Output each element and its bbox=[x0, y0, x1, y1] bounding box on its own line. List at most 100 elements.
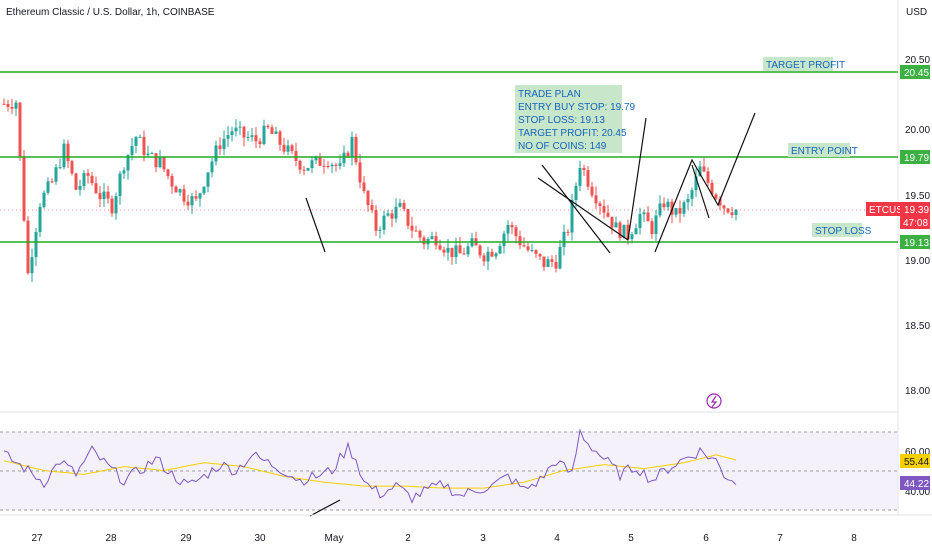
candle-body bbox=[642, 212, 646, 215]
candle-body bbox=[366, 190, 370, 206]
stop-price-tag-text: 19.13 bbox=[904, 238, 929, 249]
candle-body bbox=[542, 256, 546, 268]
entry-price-tag-text: 19.79 bbox=[904, 153, 929, 164]
symbol-tag bbox=[866, 202, 900, 216]
candle-body bbox=[466, 246, 470, 255]
candle-body bbox=[490, 251, 494, 257]
candle-body bbox=[358, 162, 362, 183]
rsi-ma-tag-text: 55.44 bbox=[904, 457, 929, 468]
price-tick: 20.00 bbox=[905, 125, 930, 136]
candle-body bbox=[2, 103, 6, 105]
candle-body bbox=[658, 203, 662, 216]
candle-body bbox=[686, 198, 690, 203]
candle-body bbox=[350, 136, 354, 157]
candle-body bbox=[638, 214, 642, 229]
candle-body bbox=[182, 189, 186, 202]
candle-body bbox=[106, 191, 110, 199]
trend-line[interactable] bbox=[691, 164, 710, 219]
target-profit-label: TARGET PROFIT bbox=[766, 60, 845, 71]
candle-body bbox=[42, 192, 46, 207]
candle-body bbox=[734, 209, 738, 215]
candle-body bbox=[530, 250, 534, 252]
candle-body bbox=[462, 253, 466, 255]
candle-body bbox=[94, 183, 98, 194]
candle-body bbox=[150, 153, 154, 155]
trend-line[interactable] bbox=[305, 197, 326, 253]
candle-body bbox=[450, 247, 454, 258]
channel-line-upper[interactable] bbox=[541, 164, 611, 254]
candle-body bbox=[290, 145, 294, 152]
candle-body bbox=[386, 213, 390, 216]
candle-body bbox=[698, 166, 702, 177]
candle-body bbox=[626, 224, 630, 240]
candle-body bbox=[118, 173, 122, 197]
candle-body bbox=[438, 245, 442, 250]
drawing-lines[interactable] bbox=[305, 112, 756, 254]
candle-body bbox=[354, 136, 358, 163]
time-axis: 27 28 29 30 May 2 3 4 5 6 7 8 bbox=[31, 533, 857, 544]
projection-line[interactable] bbox=[627, 117, 647, 241]
stop-loss-label-bg bbox=[812, 223, 862, 237]
candle-body bbox=[122, 170, 126, 174]
trade-plan-line: ENTRY BUY STOP: 19.79 bbox=[518, 102, 636, 113]
candle-body bbox=[730, 212, 734, 215]
candle-body bbox=[30, 257, 34, 274]
candle-body bbox=[598, 203, 602, 207]
candle-body bbox=[362, 182, 366, 191]
candle-body bbox=[50, 181, 54, 183]
candle-body bbox=[186, 201, 190, 206]
candle-body bbox=[154, 153, 158, 168]
candle-body bbox=[590, 186, 594, 196]
candle-body bbox=[662, 203, 666, 208]
last-price-text: 19.39 bbox=[904, 205, 929, 216]
candle-body bbox=[614, 222, 618, 228]
entry-price-tag bbox=[900, 150, 930, 164]
candle-body bbox=[514, 227, 518, 237]
candle-body bbox=[334, 164, 338, 166]
candle-body bbox=[678, 208, 682, 214]
price-tick: 18.00 bbox=[905, 386, 930, 397]
candle-body bbox=[166, 169, 170, 177]
trade-plan-line: TRADE PLAN bbox=[518, 89, 581, 100]
last-price-tag bbox=[900, 202, 930, 229]
candle-body bbox=[262, 125, 266, 145]
zigzag-line[interactable] bbox=[654, 112, 756, 253]
candle-body bbox=[58, 167, 62, 169]
candle-body bbox=[622, 224, 626, 239]
candle-body bbox=[98, 193, 102, 200]
price-tick: 19.00 bbox=[905, 256, 930, 267]
trade-plan-line: NO OF COINS: 149 bbox=[518, 141, 607, 152]
candle-body bbox=[286, 145, 290, 152]
candle-body bbox=[322, 165, 326, 167]
rsi-band bbox=[0, 432, 898, 510]
candle-body bbox=[134, 137, 138, 146]
candle-body bbox=[330, 164, 334, 167]
time-tick: 5 bbox=[628, 533, 634, 544]
lightning-icon[interactable] bbox=[706, 393, 722, 409]
candle-body bbox=[550, 259, 554, 262]
candle-body bbox=[54, 167, 58, 182]
candle-body bbox=[278, 131, 282, 145]
stop-loss-label: STOP LOSS bbox=[815, 226, 872, 237]
candle-body bbox=[230, 131, 234, 136]
channel-line-lower[interactable] bbox=[537, 177, 629, 241]
currency-label: USD bbox=[906, 7, 927, 18]
candle-body bbox=[486, 251, 490, 262]
candle-body bbox=[158, 157, 162, 168]
candle-body bbox=[270, 127, 274, 134]
candle-body bbox=[190, 196, 194, 206]
candle-body bbox=[194, 196, 198, 199]
time-tick: 2 bbox=[405, 533, 411, 544]
candle-body bbox=[482, 255, 486, 262]
candle-body bbox=[446, 247, 450, 253]
rsi-trend-line[interactable] bbox=[309, 499, 341, 517]
candle-body bbox=[238, 126, 242, 128]
candle-body bbox=[562, 231, 566, 247]
candle-body bbox=[310, 160, 314, 169]
candle-body bbox=[394, 206, 398, 219]
candle-body bbox=[718, 198, 722, 206]
candle-body bbox=[254, 135, 258, 142]
candle-body bbox=[538, 253, 542, 257]
candle-body bbox=[634, 228, 638, 235]
